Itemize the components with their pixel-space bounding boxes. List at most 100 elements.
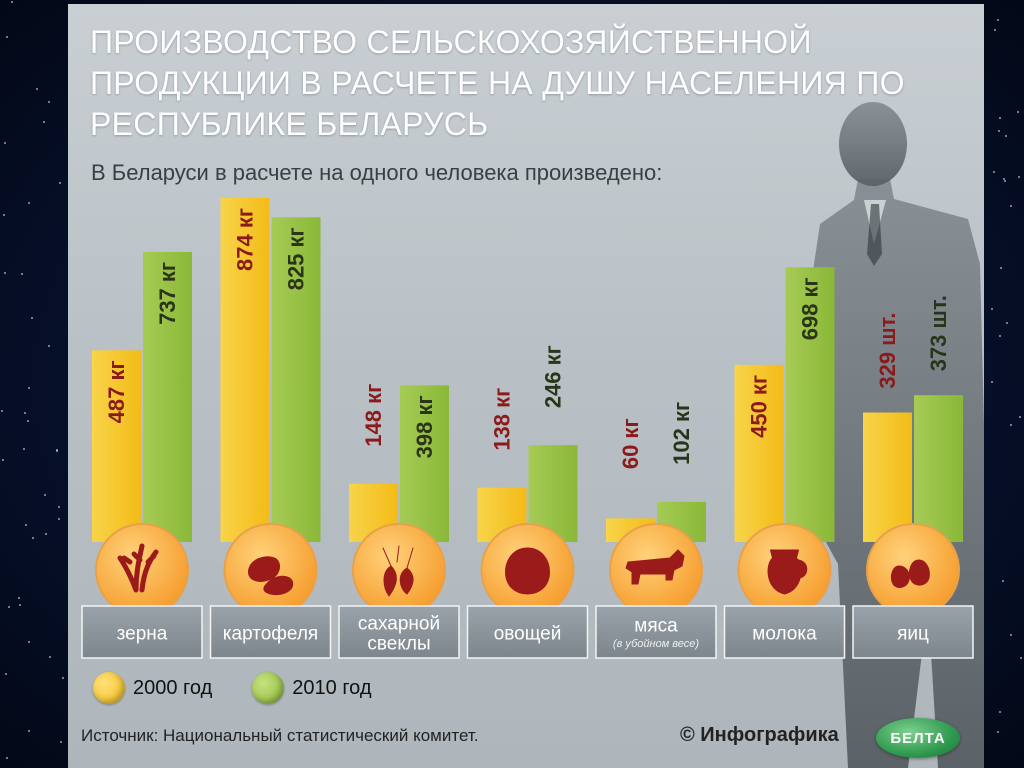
star: [4, 271, 7, 274]
star: [58, 517, 60, 520]
infographic-credit: © Инфографика: [680, 724, 839, 746]
star: [49, 655, 52, 658]
star: [1004, 180, 1006, 183]
star: [45, 533, 48, 536]
data-label-2010-2: 398 кг: [412, 395, 437, 458]
potato-icon: [247, 556, 294, 595]
bar-chart: 487 кг 737 кг зерна 874 кг 825 кг картофеля 14…: [81, 198, 974, 659]
data-label-2000-3: 138 кг: [490, 388, 515, 451]
category-label-6: яиц: [897, 624, 929, 645]
star: [3, 213, 6, 216]
star: [55, 448, 58, 451]
star: [20, 273, 23, 276]
star: [997, 730, 1000, 733]
star: [1004, 134, 1007, 137]
data-label-2010-1: 825 кг: [284, 227, 309, 290]
star: [5, 36, 8, 39]
category-box-2: [338, 605, 460, 659]
data-label-2010-5: 698 кг: [798, 277, 823, 340]
star: [47, 100, 50, 103]
source-note: Источник: Национальный статистический ко…: [81, 726, 479, 745]
legend: 2000 год 2010 год: [93, 672, 372, 704]
star: [28, 201, 31, 204]
data-label-2000-5: 450 кг: [747, 375, 772, 438]
star: [23, 447, 26, 450]
star: [26, 420, 29, 423]
chart-subtitle: В Беларуси в расчете на одного человека …: [91, 160, 663, 185]
data-label-2000-0: 487 кг: [104, 360, 129, 423]
star: [992, 171, 995, 174]
star: [1009, 204, 1012, 207]
star: [24, 412, 27, 415]
category-label-3: овощей: [494, 624, 562, 645]
star: [31, 536, 34, 539]
star: [60, 740, 63, 743]
star: [56, 450, 59, 453]
star: [1001, 579, 1004, 582]
star: [18, 596, 21, 599]
star: [993, 28, 996, 31]
star: [999, 710, 1002, 713]
bar-2000-5: [734, 364, 784, 542]
star: [1009, 423, 1012, 426]
category-note-4: (в убойном весе): [613, 638, 700, 650]
star: [990, 380, 993, 383]
star: [990, 308, 993, 311]
star: [1003, 177, 1006, 180]
star: [61, 676, 64, 679]
bar-2010-5: [785, 267, 835, 542]
data-label-2000-1: 874 кг: [233, 208, 258, 271]
infographic-panel: ПРОИЗВОДСТВО СЕЛЬСКОХОЗЯЙСТВЕННОЙ ПРОДУК…: [68, 4, 984, 768]
bar-2010-6: [914, 395, 963, 542]
legend-label-2010: 2010 год: [292, 676, 372, 699]
star: [57, 505, 60, 508]
star: [999, 267, 1002, 270]
category-label-2: сахарной: [358, 614, 440, 635]
legend-item-2000: 2000 год: [93, 672, 212, 704]
star: [59, 182, 62, 185]
category-box-5: [723, 605, 846, 659]
bar-2010-1: [271, 217, 321, 542]
data-label-2000-6: 329 шт.: [875, 313, 900, 389]
star: [1019, 416, 1022, 419]
star: [999, 334, 1002, 337]
star: [1009, 633, 1012, 636]
legend-swatch-2000: [93, 672, 125, 704]
data-label-2000-2: 148 кг: [361, 384, 386, 447]
star: [4, 673, 7, 676]
star: [8, 606, 10, 609]
star: [18, 603, 21, 606]
star: [10, 0, 13, 3]
data-label-2000-4: 60 кг: [618, 418, 643, 469]
star: [1019, 657, 1022, 660]
star: [999, 117, 1002, 120]
bar-2010-2: [400, 385, 449, 542]
beet-icon: [382, 545, 414, 597]
category-box-3: [466, 605, 589, 659]
data-label-2010-6: 373 шт.: [926, 295, 951, 371]
bar-2000-6: [863, 412, 912, 542]
star: [997, 130, 1000, 133]
data-label-2010-0: 737 кг: [155, 262, 180, 325]
chart-title: ПРОИЗВОДСТВО СЕЛЬСКОХОЗЯЙСТВЕННОЙ ПРОДУК…: [90, 24, 905, 142]
belta-logo: БЕЛТА: [876, 718, 960, 758]
bar-2010-0: [143, 251, 192, 543]
star: [43, 120, 45, 123]
star: [1, 410, 4, 413]
star: [1005, 322, 1008, 325]
wheat-icon: [117, 543, 159, 593]
star: [1, 458, 4, 461]
category-label-1: картофеля: [223, 624, 318, 645]
eggs-icon: [890, 559, 930, 588]
star: [48, 344, 51, 347]
star: [1017, 175, 1020, 178]
data-label-2010-3: 246 кг: [541, 345, 566, 408]
category-box-4: [595, 605, 717, 659]
star: [28, 730, 31, 733]
star: [28, 386, 31, 389]
legend-swatch-2010: [252, 672, 285, 704]
star: [996, 18, 999, 21]
star: [28, 640, 31, 643]
category-box-6: [852, 605, 974, 659]
star: [43, 494, 46, 497]
